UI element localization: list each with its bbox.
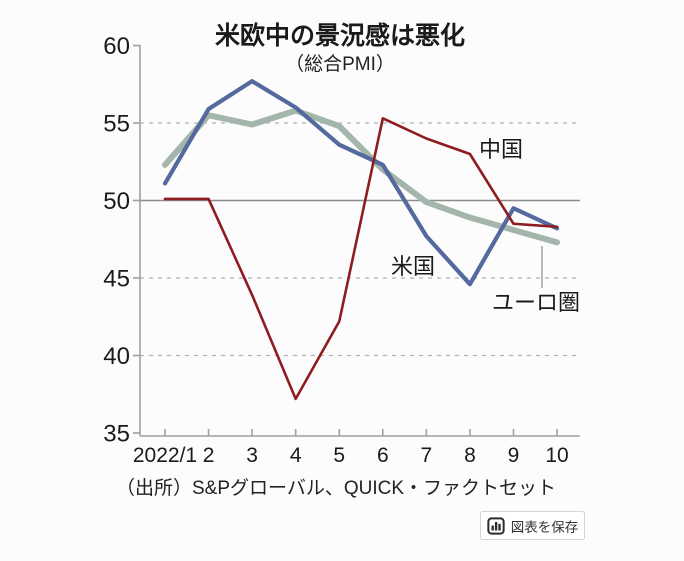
y-tick-label-50: 50 [103, 188, 130, 215]
series-lines [162, 79, 561, 401]
y-tick-label-45: 45 [103, 266, 130, 293]
series-label-eurozone: ユーロ圏 [492, 290, 580, 315]
source-note: （出所）S&Pグローバル、QUICK・ファクトセット [116, 477, 556, 499]
series-line-us [162, 79, 560, 287]
y-tick-label-35: 35 [103, 421, 130, 448]
series-label-china: 中国 [479, 137, 523, 162]
series-line-eurozone [162, 107, 561, 246]
series-label-us: 米国 [391, 254, 435, 279]
chart-subtitle: （総合PMI） [285, 53, 395, 75]
series-labels: ユーロ圏 米国 中国 [391, 137, 580, 315]
save-chart-label: 図表を保存 [510, 519, 579, 535]
save-chart-button[interactable]: 図表を保存 [480, 511, 585, 540]
y-tick-label-40: 40 [103, 343, 130, 370]
bar-chart-icon [487, 516, 505, 535]
x-tick-label-0: 2022/1 [133, 444, 197, 467]
series-line-china [163, 117, 559, 401]
gridlines [140, 122, 580, 357]
x-tick-label-3: 4 [290, 444, 302, 467]
x-tick-label-9: 10 [545, 444, 568, 467]
x-tick-label-2: 3 [246, 444, 258, 467]
y-tick-label-60: 60 [103, 33, 130, 60]
x-tick-label-6: 7 [421, 444, 433, 467]
x-tick-label-8: 9 [508, 444, 520, 467]
x-tick-label-7: 8 [464, 444, 476, 467]
chart-title: 米欧中の景況感は悪化 [215, 21, 465, 50]
x-tick-label-5: 6 [377, 444, 389, 467]
y-tick-label-55: 55 [103, 111, 130, 138]
x-tick-label-4: 5 [333, 444, 345, 467]
x-tick-label-1: 2 [203, 444, 215, 467]
